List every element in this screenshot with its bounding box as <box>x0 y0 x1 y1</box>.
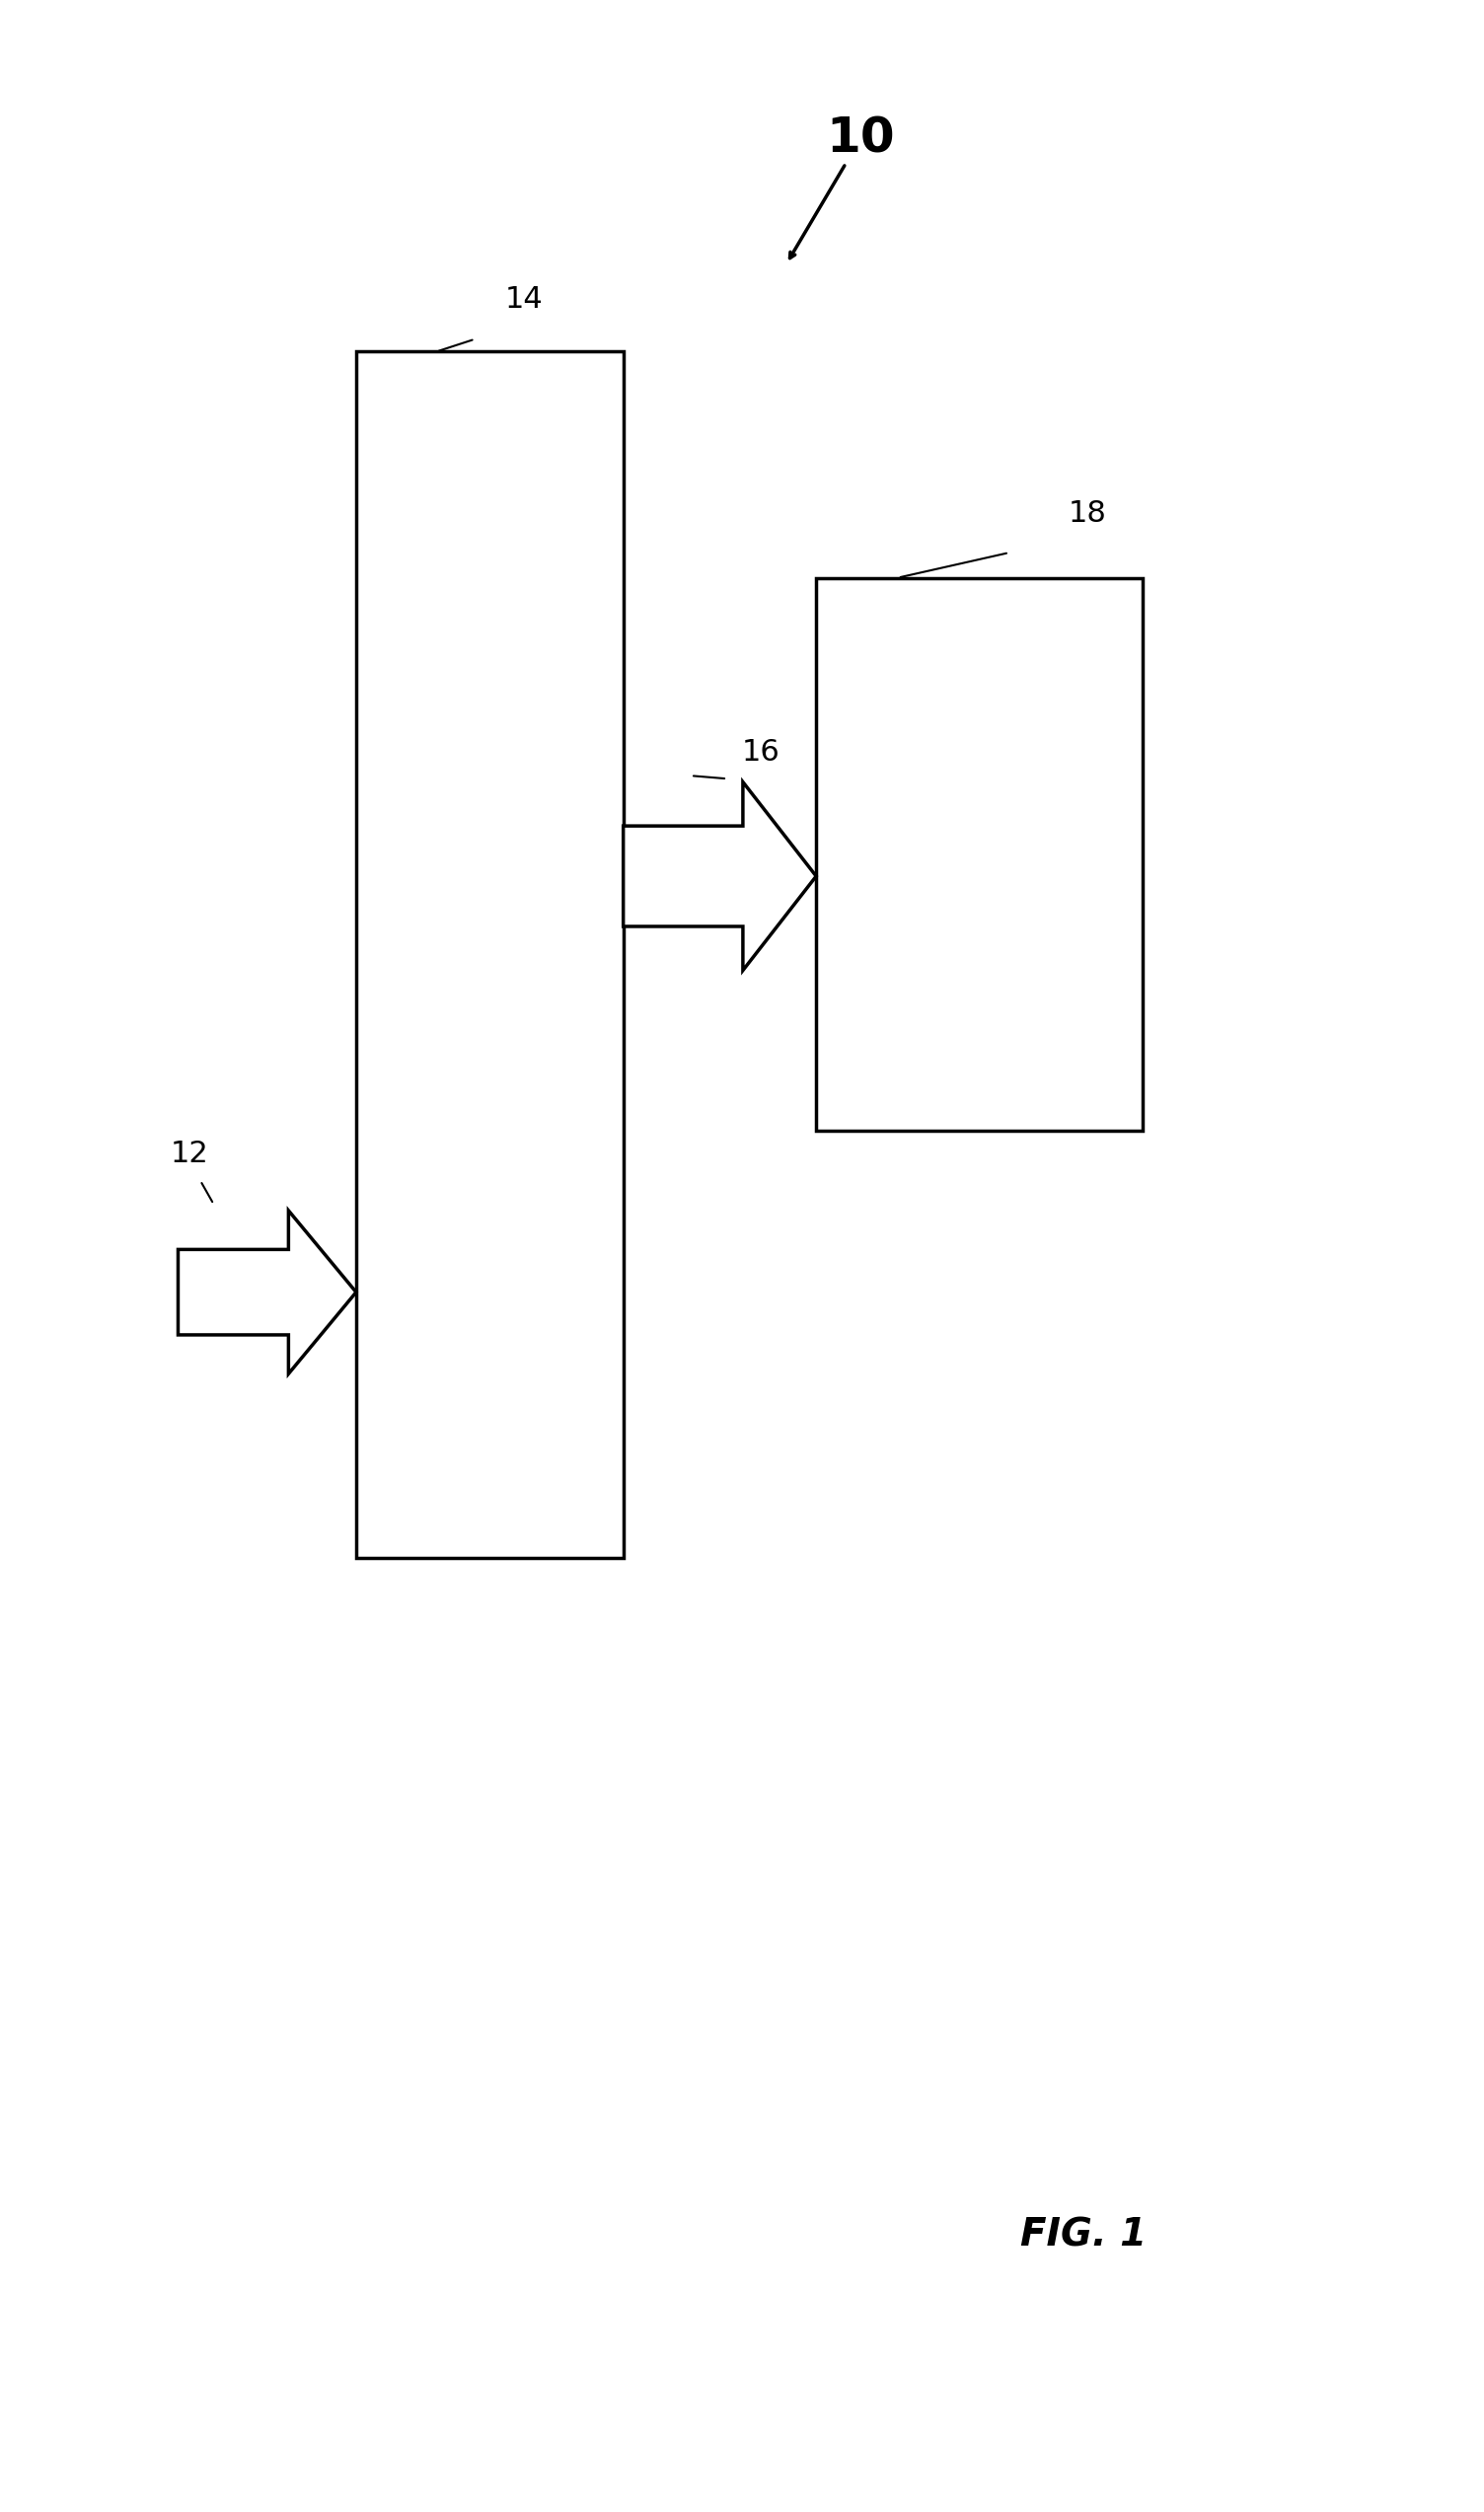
Text: 16: 16 <box>742 739 781 766</box>
Polygon shape <box>178 1211 356 1374</box>
Text: 18: 18 <box>1068 500 1107 528</box>
Bar <box>816 578 1143 1130</box>
Bar <box>356 352 623 1557</box>
Text: 10: 10 <box>827 116 895 161</box>
Text: 12: 12 <box>171 1140 209 1168</box>
Text: 14: 14 <box>505 286 543 314</box>
Polygon shape <box>623 781 816 970</box>
Text: FIG. 1: FIG. 1 <box>1020 2218 1147 2253</box>
